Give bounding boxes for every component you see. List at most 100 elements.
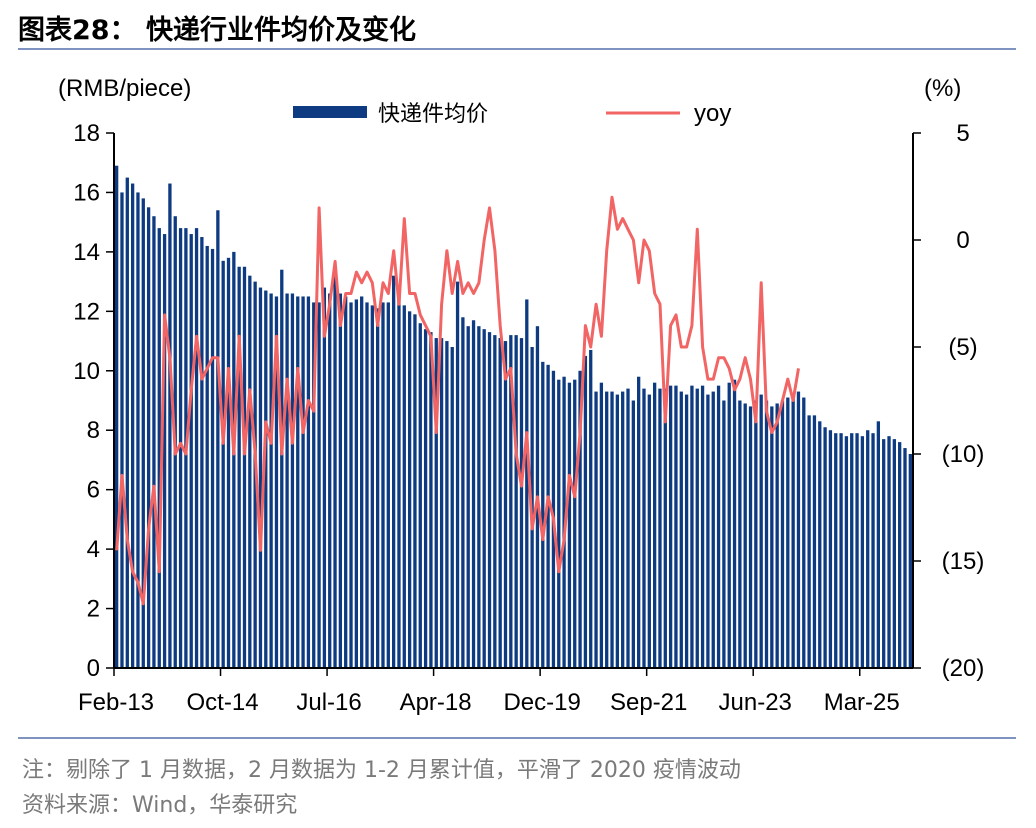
price-bars — [115, 165, 912, 669]
price-bar — [690, 385, 694, 668]
left-tick-label: 14 — [73, 239, 100, 266]
price-bar — [866, 430, 870, 668]
price-bar — [434, 338, 438, 668]
price-bar — [290, 293, 295, 668]
price-bar — [695, 388, 699, 668]
price-bar — [610, 391, 614, 668]
legend-bar-label: 快递件均价 — [378, 102, 488, 127]
price-bar — [141, 198, 145, 668]
price-bar — [786, 397, 790, 668]
price-bar — [871, 433, 875, 668]
price-bar — [370, 305, 374, 668]
right-tick-label: 0 — [956, 227, 969, 254]
price-bar — [770, 406, 774, 668]
price-bar — [706, 394, 710, 668]
top-rule — [18, 48, 1016, 50]
x-tick-label: Apr-18 — [400, 689, 472, 716]
price-bar — [684, 394, 689, 668]
price-bar — [887, 436, 891, 668]
price-bar — [274, 296, 279, 668]
price-bar — [823, 427, 827, 668]
price-bar — [557, 379, 561, 668]
price-bar — [189, 234, 193, 668]
price-bar — [269, 293, 273, 668]
left-tick-label: 12 — [73, 298, 100, 325]
x-tick-label: Mar-25 — [824, 689, 900, 716]
price-bar — [764, 400, 769, 668]
price-bar — [903, 448, 907, 668]
price-bar — [812, 415, 817, 668]
price-bar — [152, 216, 156, 668]
price-bar — [466, 326, 470, 668]
price-bar — [828, 430, 833, 668]
price-bar — [258, 287, 263, 668]
price-bar — [450, 347, 454, 668]
price-bar — [242, 266, 247, 668]
price-bar — [248, 275, 252, 668]
price-bar — [759, 394, 763, 668]
yoy-line — [115, 195, 800, 606]
x-tick-label: Feb-13 — [78, 689, 154, 716]
price-bar — [567, 382, 572, 668]
price-bar — [471, 320, 476, 668]
left-tick-label: 16 — [73, 179, 100, 206]
price-bar — [652, 382, 657, 668]
price-bar — [312, 302, 316, 668]
price-bar — [317, 302, 321, 668]
price-bar — [882, 439, 886, 668]
price-bar — [402, 305, 406, 668]
price-yoy-chart: 0 2 4 6 8 10 12 14 16 18 5 0 (5) (10) (15) (20) Feb-13 Oc… — [58, 75, 985, 716]
price-bar — [892, 439, 896, 668]
price-bar — [727, 382, 731, 668]
price-bar — [700, 385, 705, 668]
price-bar — [115, 165, 119, 668]
price-bar — [743, 403, 747, 668]
price-bar — [322, 287, 327, 668]
price-bar — [333, 275, 337, 668]
price-bar — [120, 192, 124, 668]
price-bar — [754, 400, 758, 668]
price-bar — [716, 385, 721, 668]
price-bar — [130, 183, 135, 668]
price-bar — [637, 376, 641, 668]
price-bar — [791, 394, 795, 668]
price-bar — [301, 296, 305, 668]
price-bar — [503, 341, 508, 668]
price-bar — [647, 394, 651, 668]
price-bar — [162, 234, 167, 668]
price-bar — [439, 338, 444, 668]
left-tick-label: 2 — [87, 596, 100, 623]
price-bar — [631, 400, 635, 668]
left-tick-label: 8 — [87, 417, 100, 444]
price-bar — [429, 332, 433, 668]
price-bar — [157, 228, 161, 669]
x-tick-label: Jul-16 — [296, 689, 361, 716]
price-bar — [722, 400, 726, 668]
price-bar — [860, 436, 865, 668]
price-bar — [285, 293, 289, 668]
price-bar — [391, 275, 396, 668]
price-bar — [205, 245, 209, 668]
price-bar — [461, 317, 465, 668]
price-bar — [237, 266, 241, 668]
price-bar — [338, 293, 343, 668]
price-bar — [477, 326, 481, 668]
price-bar — [583, 355, 588, 668]
price-bar — [605, 391, 609, 668]
x-tick-label: Sep-21 — [610, 689, 687, 716]
price-bar — [397, 296, 401, 668]
price-bar — [599, 382, 604, 668]
right-tick-label: (10) — [942, 441, 985, 468]
legend-bar-swatch — [293, 106, 367, 118]
right-axis-unit: (%) — [924, 75, 961, 102]
price-bar — [168, 183, 172, 668]
legend: 快递件均价 yoy — [293, 100, 731, 127]
price-bar — [844, 436, 849, 668]
left-tick-label: 4 — [87, 536, 100, 563]
left-tick-label: 6 — [87, 477, 100, 504]
price-bar — [349, 302, 353, 668]
price-bar — [328, 293, 332, 668]
price-bar — [711, 391, 715, 668]
price-bar — [525, 299, 529, 668]
price-bar — [589, 349, 593, 668]
